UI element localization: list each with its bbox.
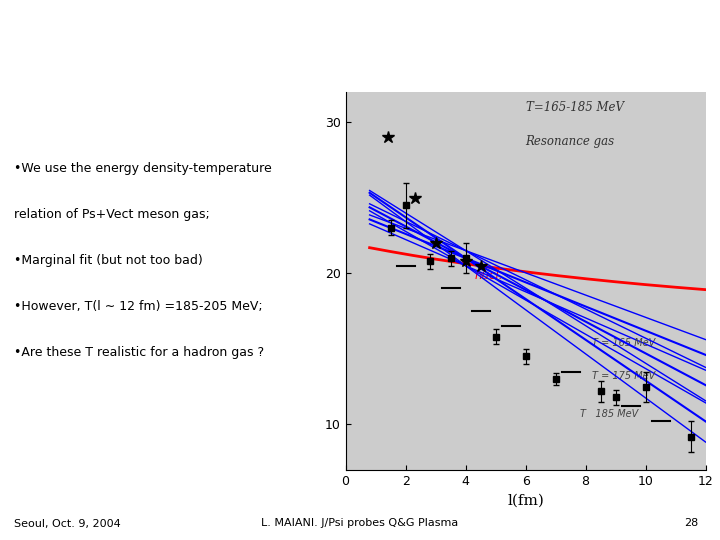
Text: T indicates the temperature at l ∼ 4fm;: T indicates the temperature at l ∼ 4fm; — [354, 69, 649, 82]
X-axis label: l(fm): l(fm) — [507, 493, 544, 507]
Text: T = 175 MeV: T = 175 MeV — [592, 371, 655, 381]
Text: •We use the energy density-temperature: •We use the energy density-temperature — [14, 162, 272, 175]
Text: •Marginal fit (but not too bad): •Marginal fit (but not too bad) — [14, 254, 203, 267]
Text: T   185 MeV: T 185 MeV — [580, 409, 638, 419]
Text: L. MAIANI. J/Psi probes Q&G Plasma: L. MAIANI. J/Psi probes Q&G Plasma — [261, 518, 459, 529]
Text: Seoul, Oct. 9, 2004: Seoul, Oct. 9, 2004 — [14, 518, 121, 529]
Text: relation of Ps+Vect meson gas;: relation of Ps+Vect meson gas; — [14, 208, 210, 221]
Text: •Are these T realistic for a hadron gas ?: •Are these T realistic for a hadron gas … — [14, 346, 264, 359]
Text: nucl.: nucl. — [474, 269, 503, 282]
Text: 28: 28 — [684, 518, 698, 529]
Text: T=165-185 MeV: T=165-185 MeV — [526, 100, 624, 114]
Text: Extrapolating to higher centrality: Extrapolating to higher centrality — [122, 31, 551, 54]
Text: •However, T(l ∼ 12 fm) =185-205 MeV;: •However, T(l ∼ 12 fm) =185-205 MeV; — [14, 300, 263, 313]
Text: Resonance gas: Resonance gas — [526, 134, 615, 148]
Text: T = 165 MeV: T = 165 MeV — [592, 338, 655, 348]
